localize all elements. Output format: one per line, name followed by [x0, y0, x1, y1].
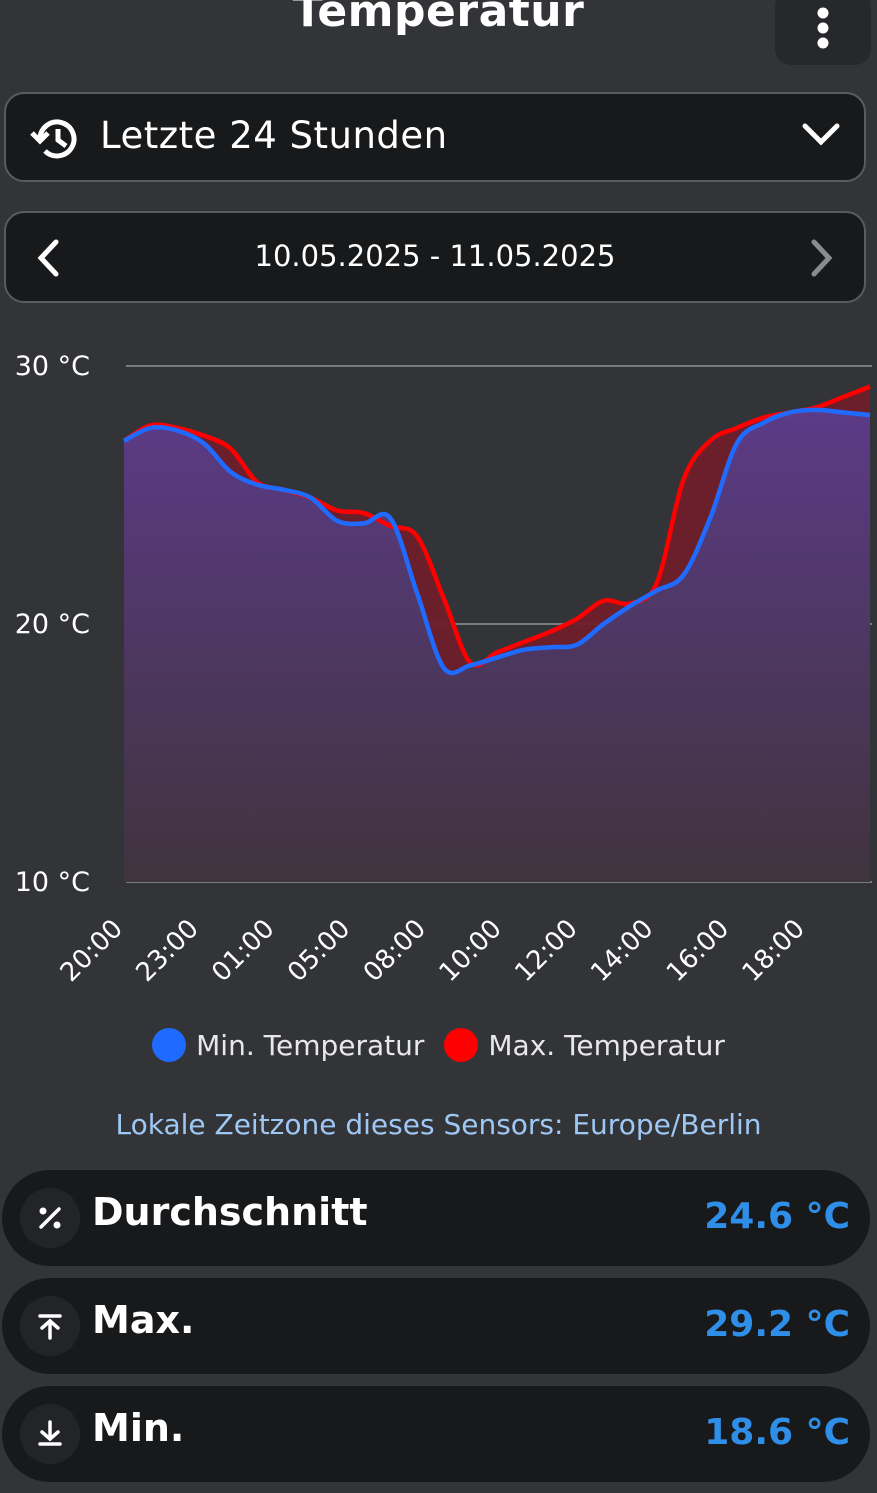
- period-label: Letzte 24 Stunden: [100, 114, 448, 157]
- legend-max-label: Max. Temperatur: [488, 1028, 725, 1062]
- stat-average[interactable]: Durchschnitt 24.6 °C: [2, 1170, 870, 1266]
- legend-item-min[interactable]: Min. Temperatur: [152, 1028, 424, 1062]
- legend-min-swatch: [152, 1028, 187, 1062]
- x-tick-label: 10:00: [434, 914, 508, 988]
- timezone-note: Lokale Zeitzone dieses Sensors: Europe/B…: [115, 1108, 762, 1141]
- legend-max-swatch: [444, 1028, 479, 1062]
- stat-max-value: 29.2 °C: [704, 1304, 850, 1345]
- y-tick-label: 20 °C: [15, 609, 90, 640]
- chevron-down-icon: [802, 123, 840, 146]
- page-title: Temperatur: [292, 0, 585, 37]
- stat-min-label: Min.: [92, 1406, 185, 1450]
- min-series-area: [124, 409, 870, 882]
- more-vertical-icon: [817, 7, 829, 48]
- stat-max-label: Max.: [92, 1298, 195, 1342]
- y-tick-label: 30 °C: [15, 351, 90, 382]
- stat-average-label: Durchschnitt: [92, 1190, 368, 1234]
- legend-item-max[interactable]: Max. Temperatur: [444, 1028, 725, 1062]
- x-tick-label: 14:00: [585, 914, 659, 988]
- date-range-label: 10.05.2025 - 11.05.2025: [254, 239, 616, 273]
- x-tick-label: 16:00: [661, 914, 735, 988]
- date-range-navigator: 10.05.2025 - 11.05.2025: [4, 211, 866, 303]
- x-tick-label: 20:00: [55, 914, 129, 988]
- period-selector[interactable]: Letzte 24 Stunden: [4, 92, 866, 182]
- history-icon: [30, 119, 77, 159]
- stat-max[interactable]: Max. 29.2 °C: [2, 1278, 870, 1374]
- arrow-up-to-line-icon: [20, 1296, 80, 1356]
- x-tick-label: 23:00: [131, 914, 205, 988]
- chart-legend: Min. Temperatur Max. Temperatur: [0, 1028, 877, 1062]
- min-series-line: [122, 407, 871, 676]
- percent-icon: [20, 1188, 80, 1248]
- temperature-chart: 30 °C 20 °C 10 °C 20:00 23:00 01:00 05:00 08:0…: [15, 351, 872, 988]
- max-series-line: [122, 384, 871, 668]
- stat-average-value: 24.6 °C: [704, 1196, 850, 1237]
- arrow-down-to-line-icon: [20, 1404, 80, 1464]
- legend-min-label: Min. Temperatur: [196, 1028, 425, 1062]
- x-tick-label: 12:00: [509, 914, 583, 988]
- chevron-left-icon[interactable]: [36, 239, 62, 277]
- x-tick-label: 01:00: [206, 914, 280, 988]
- x-tick-label: 08:00: [358, 914, 432, 988]
- x-tick-label: 05:00: [282, 914, 356, 988]
- stat-min-value: 18.6 °C: [704, 1412, 850, 1453]
- chevron-right-icon[interactable]: [808, 239, 834, 277]
- x-tick-label: 18:00: [737, 914, 811, 988]
- y-tick-label: 10 °C: [15, 867, 90, 898]
- more-menu-button[interactable]: [775, 0, 871, 65]
- stat-min[interactable]: Min. 18.6 °C: [2, 1386, 870, 1482]
